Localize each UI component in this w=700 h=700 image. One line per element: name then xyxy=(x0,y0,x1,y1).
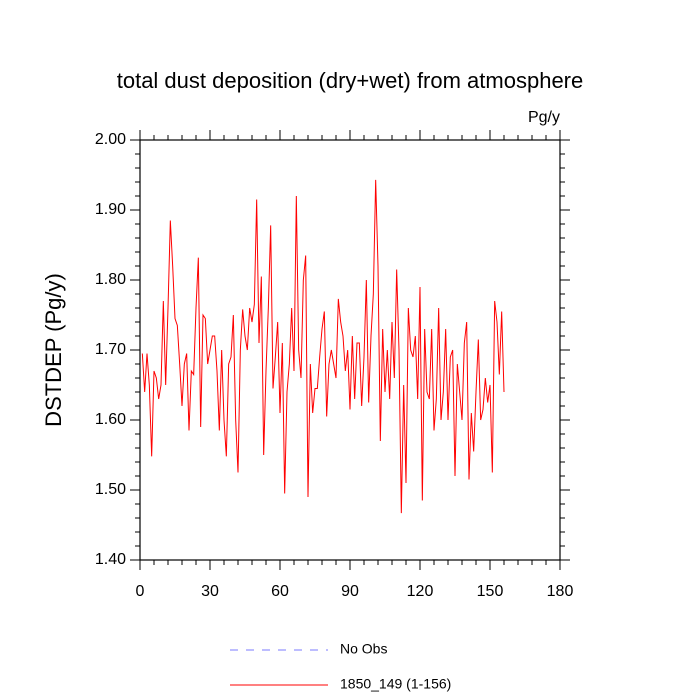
y-tick-label: 2.00 xyxy=(95,131,126,148)
y-tick-label: 1.60 xyxy=(95,411,126,428)
x-tick-label: 120 xyxy=(407,583,434,600)
x-tick-label: 0 xyxy=(136,583,145,600)
y-axis-label: DSTDEP (Pg/y) xyxy=(41,273,66,427)
y-tick-label: 1.90 xyxy=(95,201,126,218)
x-tick-label: 150 xyxy=(477,583,504,600)
x-tick-label: 180 xyxy=(547,583,574,600)
legend-label: No Obs xyxy=(340,641,387,657)
chart-title: total dust deposition (dry+wet) from atm… xyxy=(117,68,584,93)
units-label: Pg/y xyxy=(528,109,560,126)
y-tick-label: 1.50 xyxy=(95,481,126,498)
x-tick-label: 60 xyxy=(271,583,289,600)
y-tick-label: 1.40 xyxy=(95,551,126,568)
legend-label: 1850_149 (1-156) xyxy=(340,676,451,692)
y-tick-label: 1.70 xyxy=(95,341,126,358)
y-tick-label: 1.80 xyxy=(95,271,126,288)
x-tick-label: 30 xyxy=(201,583,219,600)
plot-frame xyxy=(139,139,561,561)
data-line xyxy=(141,179,505,514)
x-tick-label: 90 xyxy=(341,583,359,600)
